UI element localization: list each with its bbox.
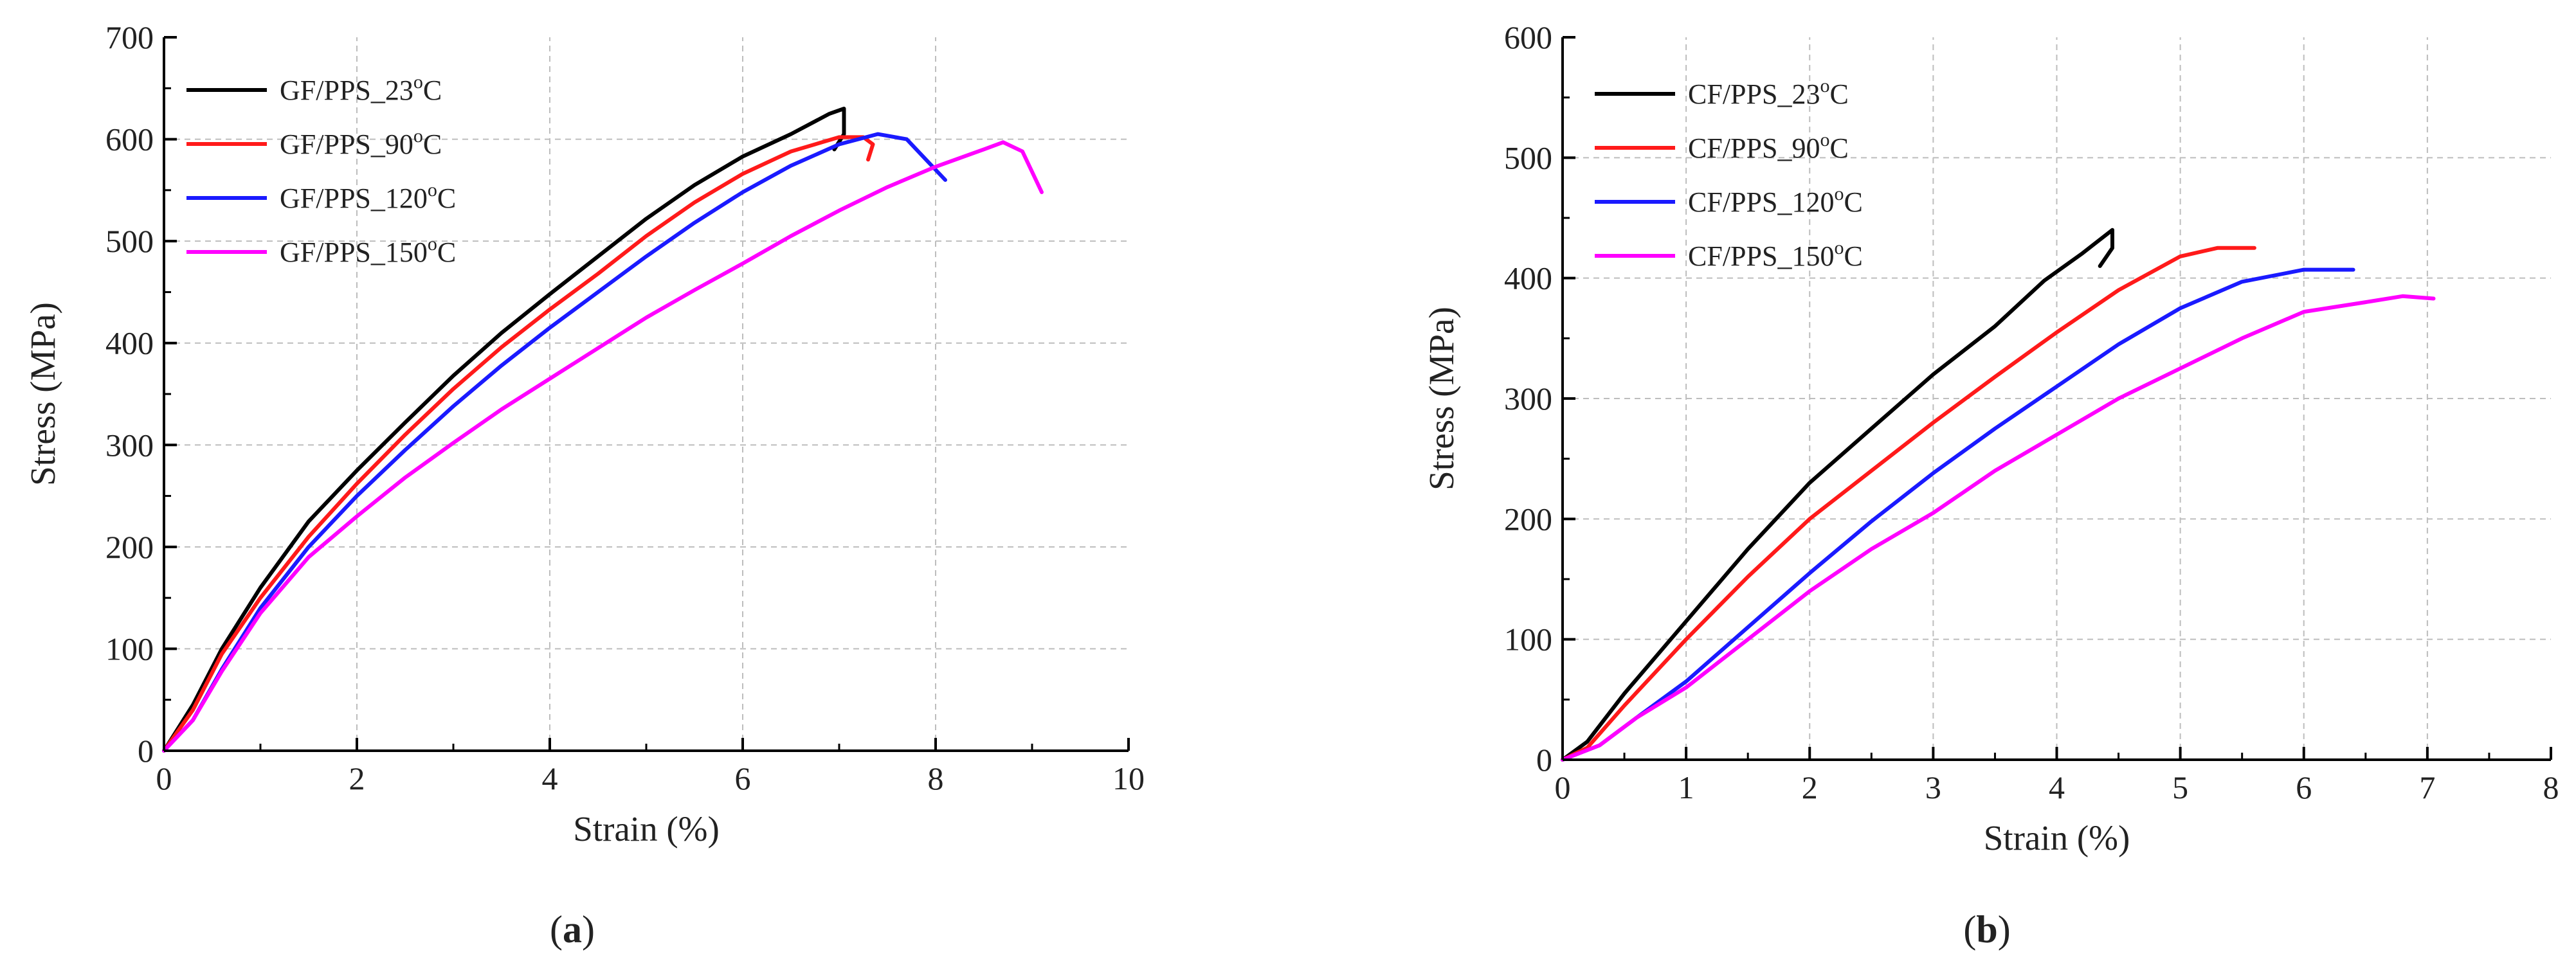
panel-label: (b) xyxy=(1963,908,2010,951)
x-tick-label: 8 xyxy=(2543,769,2559,805)
series-line-2 xyxy=(162,135,875,753)
x-tick-label: 5 xyxy=(2172,769,2188,805)
chart-panel-a: 0 100 200 300 400 500 600 700 0 2 4 6 8 10 Strain (%) S… xyxy=(23,19,1145,951)
y-tick-label: 400 xyxy=(105,325,154,361)
legend-label-4: GF/PPS_150oC xyxy=(280,233,456,268)
series-line-1 xyxy=(162,107,846,753)
legend-label-3: GF/PPS_120oC xyxy=(280,179,456,214)
y-tick-label: 200 xyxy=(1504,501,1552,537)
x-axis-label: Strain (%) xyxy=(1984,818,2130,857)
y-tick-label: 700 xyxy=(105,19,154,55)
y-tick-label: 100 xyxy=(1504,622,1552,658)
y-tick-label: 600 xyxy=(105,121,154,157)
x-tick-label: 6 xyxy=(735,760,751,796)
x-tick-label: 4 xyxy=(2049,769,2065,805)
x-tick-label: 1 xyxy=(1678,769,1694,805)
legend-label-1: CF/PPS_23oC xyxy=(1688,75,1849,110)
y-tick-label: 0 xyxy=(138,733,154,769)
legend-label-4: CF/PPS_150oC xyxy=(1688,237,1863,272)
y-tick-label: 500 xyxy=(105,223,154,259)
y-tick-label: 200 xyxy=(105,529,154,565)
series-line-2 xyxy=(1561,246,2256,762)
chart-panel-b: 0 100 200 300 400 500 600 0 1 2 3 4 5 6 7 8 Strain (%) St… xyxy=(1422,19,2559,951)
x-tick-label: 0 xyxy=(156,760,172,796)
series-line-3 xyxy=(162,132,947,753)
y-tick-label: 600 xyxy=(1504,19,1552,55)
series-line-4 xyxy=(162,140,1044,753)
y-tick-label: 100 xyxy=(105,631,154,667)
x-axis-label: Strain (%) xyxy=(573,809,720,848)
x-tick-label: 8 xyxy=(928,760,944,796)
x-tick-label: 0 xyxy=(1555,769,1571,805)
series-line-1 xyxy=(1561,228,2114,762)
x-tick-label: 2 xyxy=(349,760,365,796)
x-tick-label: 10 xyxy=(1112,760,1145,796)
x-tick-label: 3 xyxy=(1925,769,1941,805)
x-tick-label: 2 xyxy=(1802,769,1818,805)
y-axis-label: Stress (MPa) xyxy=(23,302,62,486)
panel-label: (a) xyxy=(550,908,595,951)
x-tick-label: 7 xyxy=(2419,769,2435,805)
legend-label-2: GF/PPS_90oC xyxy=(280,125,442,160)
legend-label-1: GF/PPS_23oC xyxy=(280,71,442,106)
series-line-4 xyxy=(1561,294,2436,762)
x-tick-label: 6 xyxy=(2296,769,2312,805)
y-tick-label: 300 xyxy=(105,427,154,463)
y-tick-label: 500 xyxy=(1504,139,1552,175)
legend-label-3: CF/PPS_120oC xyxy=(1688,183,1863,218)
y-tick-label: 0 xyxy=(1536,742,1552,778)
y-axis-label: Stress (MPa) xyxy=(1422,307,1461,490)
x-tick-label: 4 xyxy=(542,760,558,796)
y-tick-label: 300 xyxy=(1504,381,1552,417)
y-tick-label: 400 xyxy=(1504,260,1552,296)
legend-label-2: CF/PPS_90oC xyxy=(1688,129,1849,164)
